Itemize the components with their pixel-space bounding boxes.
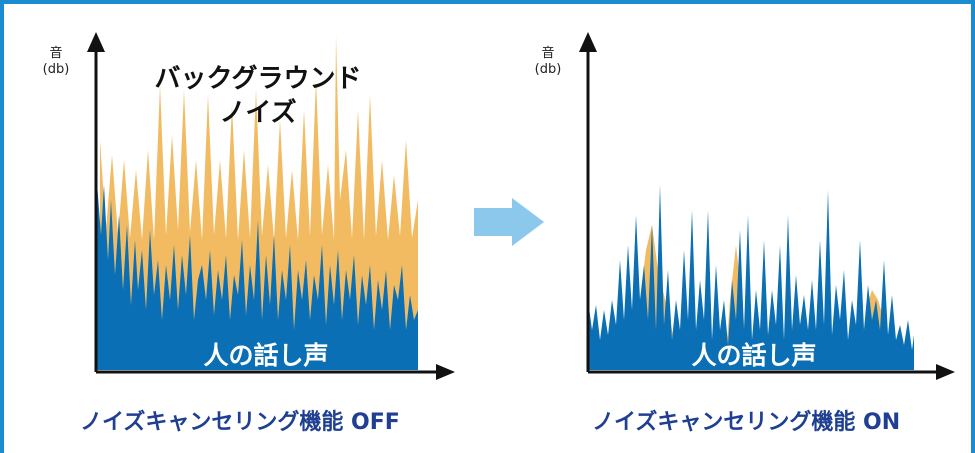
right-y-axis-label: 音 (db) <box>518 46 578 78</box>
left-y-axis-label: 音 (db) <box>26 46 86 78</box>
left-human-voice-area <box>96 170 418 370</box>
left-y-axis-arrowhead <box>87 32 105 52</box>
left-x-axis-arrowhead <box>436 364 455 380</box>
right-y-axis-arrowhead <box>579 32 597 52</box>
left-y-axis-unit: (db) <box>42 62 70 77</box>
left-human-voice-label: 人の話し声 <box>203 341 329 370</box>
background-noise-label-line1: バックグラウンド <box>154 64 362 94</box>
right-human-voice-area <box>588 185 914 370</box>
left-chart <box>87 32 455 380</box>
transition-arrow-icon <box>474 198 544 246</box>
left-caption-noise-cancelling-off: ノイズキャンセリング機能 OFF <box>80 410 400 435</box>
right-y-axis-title: 音 <box>541 46 555 61</box>
right-human-voice-label: 人の話し声 <box>691 341 817 370</box>
right-y-axis-unit: (db) <box>534 62 562 77</box>
right-chart <box>579 32 955 380</box>
right-x-axis-arrowhead <box>936 364 955 380</box>
background-noise-label-line2: ノイズ <box>219 98 297 128</box>
background-noise-label: バックグラウンド ノイズ <box>150 62 366 130</box>
left-y-axis-title: 音 <box>49 46 63 61</box>
right-caption-noise-cancelling-on: ノイズキャンセリング機能 ON <box>592 410 901 435</box>
